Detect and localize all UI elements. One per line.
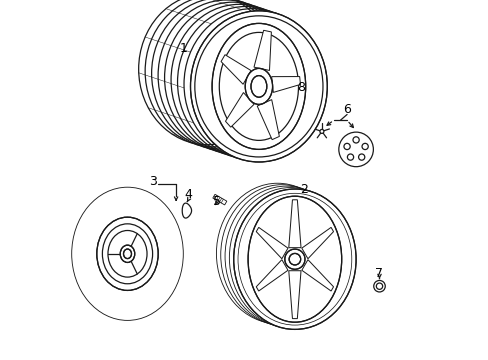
Circle shape	[338, 132, 373, 167]
Text: 6: 6	[343, 103, 350, 116]
Circle shape	[373, 280, 385, 292]
Polygon shape	[182, 203, 191, 218]
Polygon shape	[302, 100, 308, 113]
Polygon shape	[301, 228, 333, 259]
Text: 4: 4	[184, 188, 192, 201]
Ellipse shape	[288, 253, 300, 265]
Polygon shape	[288, 271, 301, 319]
Polygon shape	[256, 260, 287, 291]
Polygon shape	[225, 93, 253, 127]
Ellipse shape	[247, 196, 341, 322]
Circle shape	[352, 137, 359, 143]
Polygon shape	[256, 228, 287, 259]
Ellipse shape	[72, 187, 183, 320]
Ellipse shape	[190, 11, 326, 162]
Polygon shape	[288, 200, 301, 248]
Text: 3: 3	[148, 175, 156, 188]
Polygon shape	[212, 194, 226, 205]
Ellipse shape	[120, 245, 135, 262]
Text: 5: 5	[213, 195, 221, 208]
Text: 8: 8	[296, 81, 305, 94]
Circle shape	[361, 143, 367, 149]
Text: 1: 1	[179, 42, 187, 55]
Ellipse shape	[250, 76, 266, 97]
Ellipse shape	[123, 249, 131, 258]
Circle shape	[346, 154, 353, 160]
Polygon shape	[301, 260, 333, 291]
Circle shape	[319, 130, 323, 134]
Ellipse shape	[139, 0, 275, 145]
Ellipse shape	[284, 249, 305, 269]
Polygon shape	[271, 77, 300, 93]
Polygon shape	[253, 30, 271, 71]
Circle shape	[358, 154, 364, 160]
Ellipse shape	[212, 23, 305, 149]
Polygon shape	[257, 100, 279, 140]
Circle shape	[343, 143, 349, 149]
Polygon shape	[221, 55, 250, 84]
Text: 7: 7	[375, 267, 383, 280]
Ellipse shape	[233, 189, 355, 329]
Ellipse shape	[216, 183, 338, 324]
Ellipse shape	[244, 68, 272, 104]
Ellipse shape	[97, 217, 158, 291]
Text: 2: 2	[299, 183, 307, 195]
